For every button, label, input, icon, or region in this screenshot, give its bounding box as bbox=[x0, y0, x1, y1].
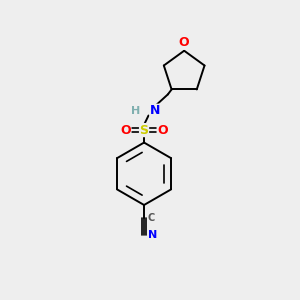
Text: C: C bbox=[148, 213, 155, 224]
Text: S: S bbox=[140, 124, 148, 136]
Text: O: O bbox=[179, 36, 190, 49]
Text: H: H bbox=[131, 106, 140, 116]
Text: N: N bbox=[148, 230, 157, 240]
Text: N: N bbox=[150, 104, 160, 117]
Text: O: O bbox=[157, 124, 168, 136]
Text: O: O bbox=[120, 124, 131, 136]
